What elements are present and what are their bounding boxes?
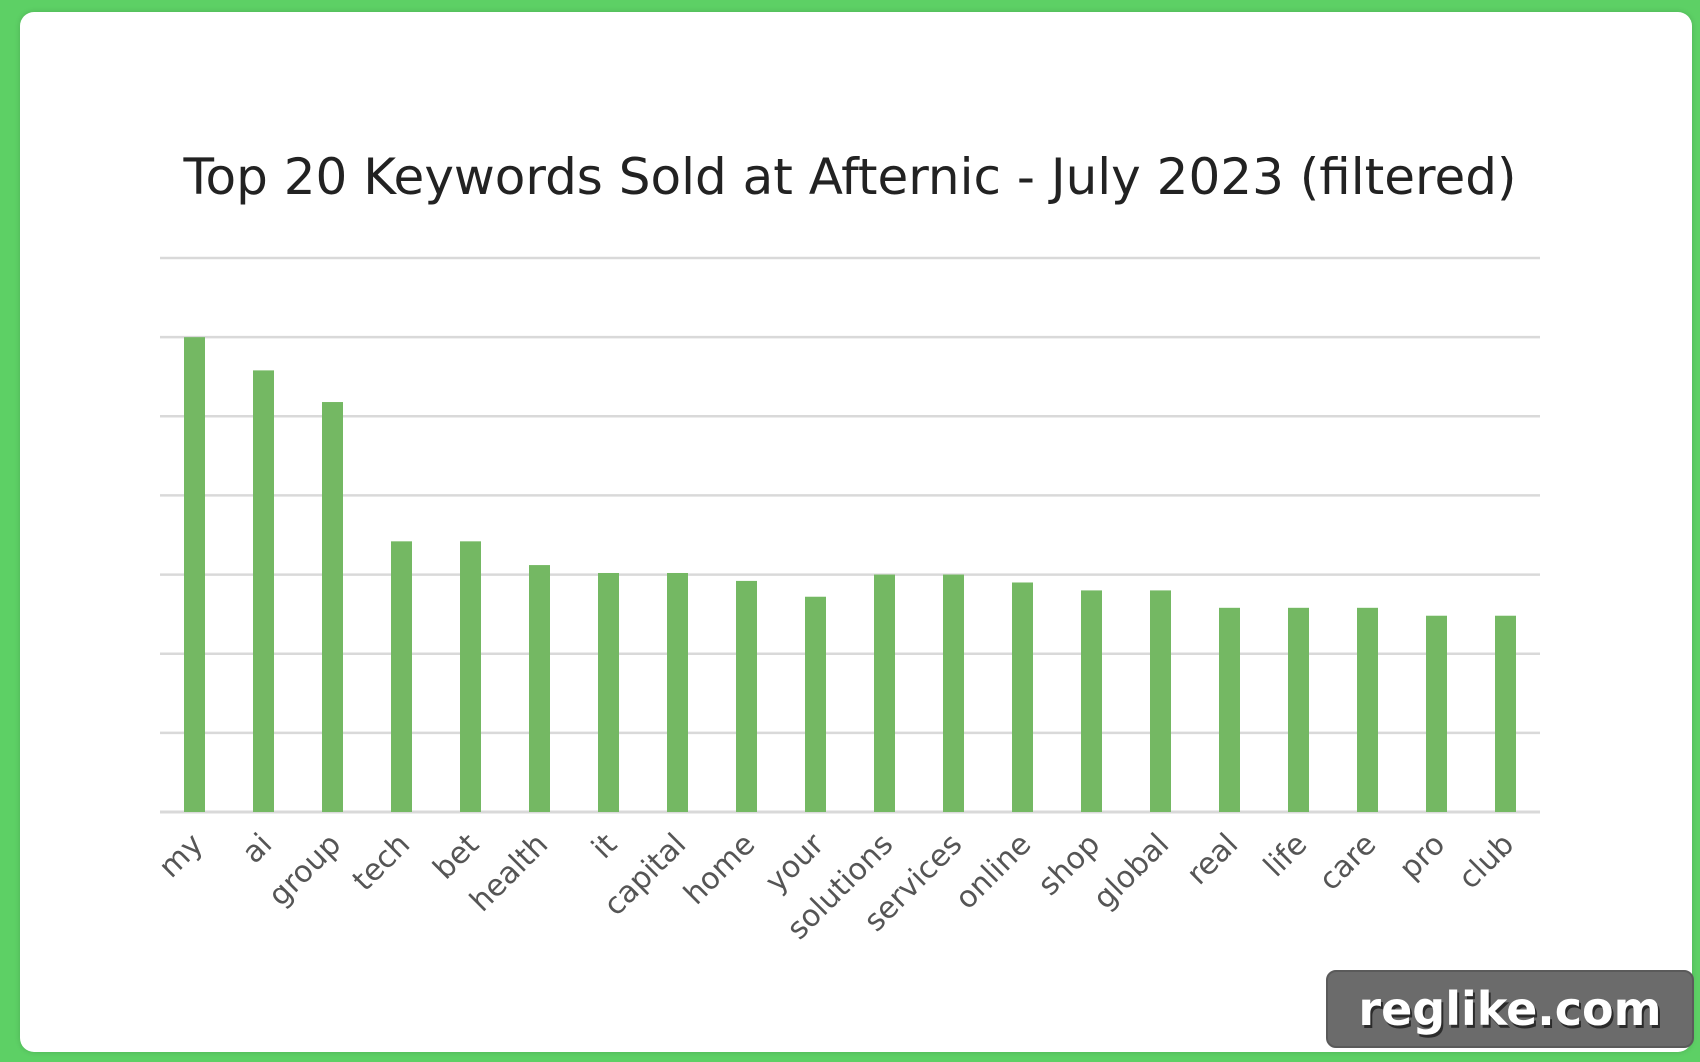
x-tick-label: pro [1393,827,1452,886]
bar-group [322,402,343,812]
x-tick-label: bet [427,827,487,887]
bar-ai [253,370,274,812]
x-tick-label: my [152,827,210,885]
x-tick-label: online [949,827,1038,916]
x-tick-label: tech [346,827,417,898]
chart-card [20,12,1692,1052]
x-tick-label: life [1257,827,1314,884]
bar-club [1495,615,1516,812]
x-tick-label: health [463,827,555,919]
x-tick-label: care [1312,827,1383,898]
gridlines [160,256,1540,814]
bar-health [529,565,550,812]
x-tick-label: it [585,827,624,866]
x-tick-label: club [1452,827,1521,896]
x-tick-label: global [1087,827,1176,916]
bar-tech [391,541,412,812]
bar-bet [460,541,481,812]
bar-global [1150,590,1171,812]
x-tick-label: ai [236,827,280,871]
bar-home [736,580,757,812]
bar-care [1357,607,1378,812]
bar-services [943,574,964,812]
bar-real [1219,607,1240,812]
watermark-badge: reglike.com [1326,970,1694,1048]
bar-it [598,572,619,812]
x-tick-label: group [262,827,348,913]
bar-my [184,337,205,812]
bar-pro [1426,615,1447,812]
chart-title: Top 20 Keywords Sold at Afternic - July … [183,148,1517,206]
x-tick-label: real [1180,827,1245,892]
x-tick-label: home [677,827,762,912]
bar-life [1288,607,1309,812]
bar-shop [1081,590,1102,812]
bar-your [805,596,826,812]
bar-online [1012,582,1033,812]
bar-capital [667,572,688,812]
bar-solutions [874,574,895,812]
bars [184,337,1516,812]
